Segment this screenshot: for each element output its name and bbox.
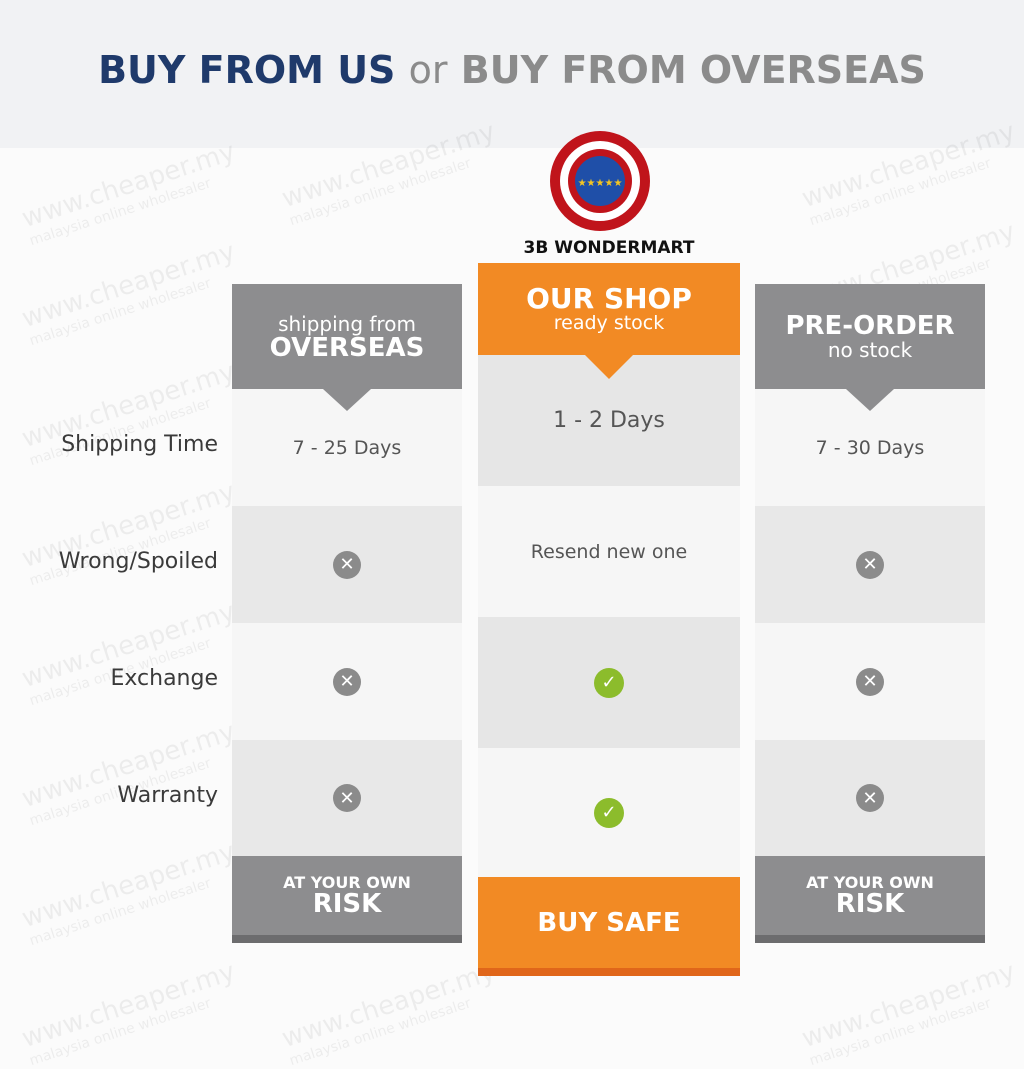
- cell-shipping: 7 - 25 Days: [232, 389, 462, 506]
- row-label-exchange: Exchange: [110, 666, 219, 691]
- column-footer: BUY SAFE: [478, 877, 740, 968]
- footer-strip: [232, 935, 462, 943]
- check-icon: ✓: [594, 667, 624, 698]
- shield-logo: ★★★★★: [550, 131, 650, 231]
- cell-wrong: Resend new one: [478, 486, 740, 617]
- cell-exchange: ✓: [478, 617, 740, 748]
- header-band: [0, 0, 1024, 148]
- x-icon: ✕: [856, 784, 884, 812]
- title-us: BUY FROM US: [98, 48, 396, 92]
- cell-warranty: ✕: [755, 740, 985, 856]
- cell-warranty: ✕: [232, 740, 462, 856]
- cell-warranty: ✓: [478, 748, 740, 877]
- footer-big: RISK: [312, 889, 382, 920]
- column-header: OUR SHOP ready stock: [478, 263, 740, 355]
- page-title: BUY FROM US or BUY FROM OVERSEAS: [0, 48, 1024, 92]
- header-big: OVERSEAS: [269, 332, 425, 363]
- column-our-shop: 1 - 2 Days Resend new one ✓ ✓ OUR SHOP re…: [478, 263, 740, 976]
- row-label-warranty: Warranty: [117, 783, 218, 808]
- x-icon: ✕: [333, 550, 361, 579]
- shipping-value: 7 - 25 Days: [292, 436, 402, 459]
- header-arrow: [585, 355, 633, 379]
- header-small: shipping from: [278, 311, 416, 336]
- x-icon: ✕: [856, 550, 884, 579]
- column-footer: AT YOUR OWN RISK: [232, 856, 462, 935]
- title-overseas: BUY FROM OVERSEAS: [460, 48, 926, 92]
- row-label-shipping: Shipping Time: [61, 432, 218, 457]
- cell-exchange: ✕: [755, 623, 985, 740]
- column-header: PRE-ORDER no stock: [755, 284, 985, 389]
- x-icon: ✕: [333, 667, 361, 696]
- cell-wrong: ✕: [755, 506, 985, 623]
- logo-stars: ★★★★★: [578, 178, 623, 189]
- footer-big: BUY SAFE: [537, 907, 681, 938]
- footer-small: AT YOUR OWN: [283, 872, 411, 892]
- check-icon: ✓: [594, 797, 624, 828]
- header-small: no stock: [827, 337, 913, 362]
- row-label-wrong: Wrong/Spoiled: [58, 549, 218, 574]
- footer-big: RISK: [835, 889, 905, 920]
- footer-strip: [478, 968, 740, 976]
- column-footer: AT YOUR OWN RISK: [755, 856, 985, 935]
- column-header: shipping from OVERSEAS: [232, 284, 462, 389]
- shipping-value: 7 - 30 Days: [815, 436, 925, 459]
- header-arrow: [323, 389, 371, 411]
- logo-name: 3B WONDERMART: [523, 238, 695, 258]
- title-or: or: [408, 48, 448, 92]
- cell-wrong: ✕: [232, 506, 462, 623]
- cell-shipping: 1 - 2 Days: [478, 355, 740, 486]
- header-small: ready stock: [553, 311, 665, 334]
- column-pre-order: 7 - 30 Days ✕ ✕ ✕ PRE-ORDER no stock AT Y…: [755, 284, 985, 943]
- header-arrow: [846, 389, 894, 411]
- x-icon: ✕: [333, 784, 361, 812]
- wrong-value: Resend new one: [530, 540, 688, 563]
- column-overseas: 7 - 25 Days ✕ ✕ ✕ shipping from OVERSEAS …: [232, 284, 462, 943]
- shipping-value: 1 - 2 Days: [553, 408, 665, 433]
- header-big: OUR SHOP: [526, 281, 692, 315]
- header-big: PRE-ORDER: [785, 310, 955, 341]
- footer-small: AT YOUR OWN: [806, 872, 934, 892]
- x-icon: ✕: [856, 667, 884, 696]
- footer-strip: [755, 935, 985, 943]
- cell-exchange: ✕: [232, 623, 462, 740]
